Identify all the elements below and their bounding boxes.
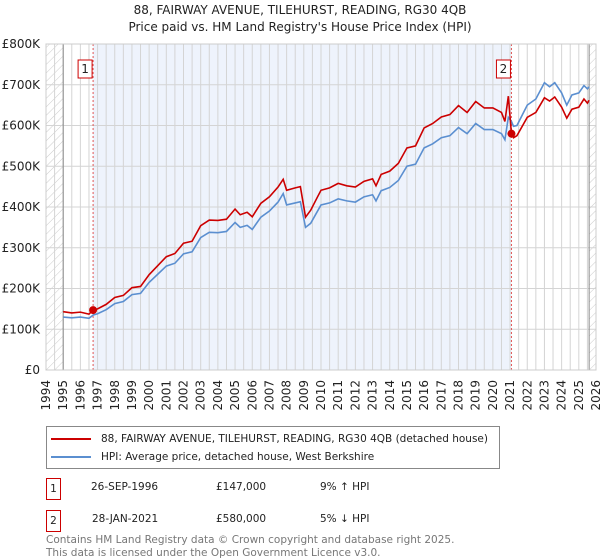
sale-annotation-label: 2 (500, 62, 508, 76)
x-tick-label: 2001 (159, 380, 173, 411)
x-tick-label: 2022 (520, 380, 534, 411)
title-line: 88, FAIRWAY AVENUE, TILEHURST, READING, … (133, 3, 467, 17)
x-tick-label: 2016 (417, 380, 431, 411)
y-tick-label: £200K (2, 282, 42, 296)
x-tick-label: 2023 (537, 380, 551, 411)
sale-price: £147,000 (216, 481, 267, 493)
x-tick-label: 1994 (39, 380, 53, 411)
footer-line: Contains HM Land Registry data © Crown c… (46, 534, 455, 546)
x-tick-label: 2008 (280, 380, 294, 411)
x-tick-label: 2017 (434, 380, 448, 411)
chart-title: 88, FAIRWAY AVENUE, TILEHURST, READING, … (0, 2, 600, 36)
x-tick-label: 2009 (297, 380, 311, 411)
sale-hpi-diff: 9% ↑ HPI (320, 481, 370, 493)
legend-item-hpi: HPI: Average price, detached house, West… (51, 449, 374, 465)
x-tick-label: 2010 (314, 380, 328, 411)
y-tick-label: £300K (2, 241, 42, 255)
x-tick-label: 2020 (486, 380, 500, 411)
x-tick-label: 2002 (177, 380, 191, 411)
y-tick-label: £500K (2, 159, 42, 173)
y-tick-label: £100K (2, 322, 42, 336)
sale-annotation-box (495, 59, 511, 79)
legend-item-property: 88, FAIRWAY AVENUE, TILEHURST, READING, … (51, 431, 488, 447)
x-tick-label: 2018 (452, 380, 466, 411)
sale-hpi-diff: 5% ↓ HPI (320, 513, 370, 525)
x-tick-label: 1995 (56, 380, 70, 411)
x-tick-label: 1997 (91, 380, 105, 411)
x-tick-label: 2003 (194, 380, 208, 411)
sale-annotation-box (77, 59, 93, 79)
x-tick-label: 2021 (503, 380, 517, 411)
x-tick-label: 2006 (245, 380, 259, 411)
x-tick-label: 2011 (331, 380, 345, 411)
y-tick-label: £600K (2, 119, 42, 133)
x-tick-label: 2014 (383, 380, 397, 411)
x-tick-label: 2025 (572, 380, 586, 411)
y-tick-label: £0 (25, 363, 40, 377)
x-tick-label: 2026 (589, 380, 600, 411)
sale-annotation-label: 1 (81, 62, 89, 76)
sale-badge: 2 (46, 510, 61, 532)
x-tick-label: 1998 (108, 380, 122, 411)
sale-date: 28-JAN-2021 (92, 513, 159, 525)
y-tick-label: £800K (2, 37, 42, 51)
legend-swatch-blue (51, 456, 91, 458)
x-tick-label: 2012 (348, 380, 362, 411)
series-line-property (63, 95, 590, 316)
legend-label: HPI: Average price, detached house, West… (101, 451, 375, 463)
x-tick-label: 1999 (125, 380, 139, 411)
chart-plot: £0 £100K £200K £300K £400K £500K £600K £700K £80… (2, 37, 600, 411)
plot-border (45, 43, 597, 371)
series-line-hpi (63, 81, 590, 320)
x-tick-label: 2013 (366, 380, 380, 411)
legend-label: 88, FAIRWAY AVENUE, TILEHURST, READING, … (101, 433, 488, 445)
footer: Contains HM Land Registry data © Crown c… (46, 534, 454, 559)
x-tick-label: 2024 (555, 380, 569, 411)
sale-date: 26-SEP-1996 (91, 481, 159, 493)
sale-point (89, 306, 98, 315)
x-tick-label: 2019 (469, 380, 483, 411)
x-tick-label: 2015 (400, 380, 414, 411)
legend: 88, FAIRWAY AVENUE, TILEHURST, READING, … (46, 426, 500, 469)
sale-price: £580,000 (216, 513, 267, 525)
subtitle-line: Price paid vs. HM Land Registry's House … (128, 20, 472, 34)
x-tick-label: 2004 (211, 380, 225, 411)
y-tick-label: £700K (2, 78, 42, 92)
x-tick-label: 2000 (142, 380, 156, 411)
x-tick-label: 1996 (73, 380, 87, 411)
footer-line: This data is licensed under the Open Gov… (46, 546, 381, 559)
y-tick-label: £400K (2, 200, 42, 214)
legend-swatch-red (51, 438, 91, 440)
x-tick-label: 2007 (262, 380, 276, 411)
sale-badge: 1 (46, 478, 61, 500)
x-tick-label: 2005 (228, 380, 242, 411)
sale-point (507, 129, 516, 138)
